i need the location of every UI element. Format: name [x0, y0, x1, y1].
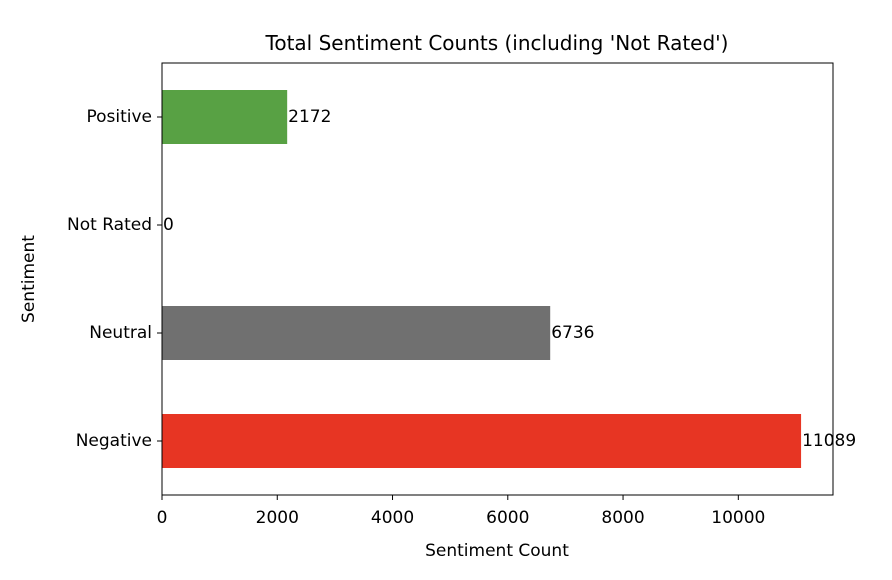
data-labels-group: 2172 0 6736 11089 — [163, 107, 856, 451]
data-label-positive: 2172 — [288, 107, 331, 127]
bars-group — [162, 90, 802, 468]
y-axis-label: Sentiment — [19, 235, 39, 323]
x-tick-label-6000: 6000 — [486, 508, 529, 528]
plot-frame — [161, 62, 834, 496]
bar-negative — [162, 414, 802, 468]
y-tick-label-positive: Positive — [86, 107, 152, 127]
data-label-negative: 11089 — [802, 431, 856, 451]
y-tick-label-not-rated: Not Rated — [67, 215, 152, 235]
y-tick-label-negative: Negative — [76, 431, 152, 451]
y-axis-ticks: Positive Not Rated Neutral Negative — [67, 107, 162, 451]
x-tick-label-4000: 4000 — [371, 508, 414, 528]
x-tick-label-10000: 10000 — [711, 508, 765, 528]
data-label-neutral: 6736 — [551, 323, 594, 343]
x-tick-label-0: 0 — [157, 508, 168, 528]
bar-positive — [162, 90, 288, 144]
bar-neutral — [162, 306, 551, 360]
y-tick-label-neutral: Neutral — [89, 323, 152, 343]
data-label-not-rated: 0 — [163, 215, 174, 235]
chart-title: Total Sentiment Counts (including 'Not R… — [265, 31, 729, 55]
x-axis-ticks: 0 2000 4000 6000 8000 10000 — [157, 495, 765, 528]
x-axis-label: Sentiment Count — [425, 541, 569, 561]
x-tick-label-2000: 2000 — [256, 508, 299, 528]
x-tick-label-8000: 8000 — [601, 508, 644, 528]
